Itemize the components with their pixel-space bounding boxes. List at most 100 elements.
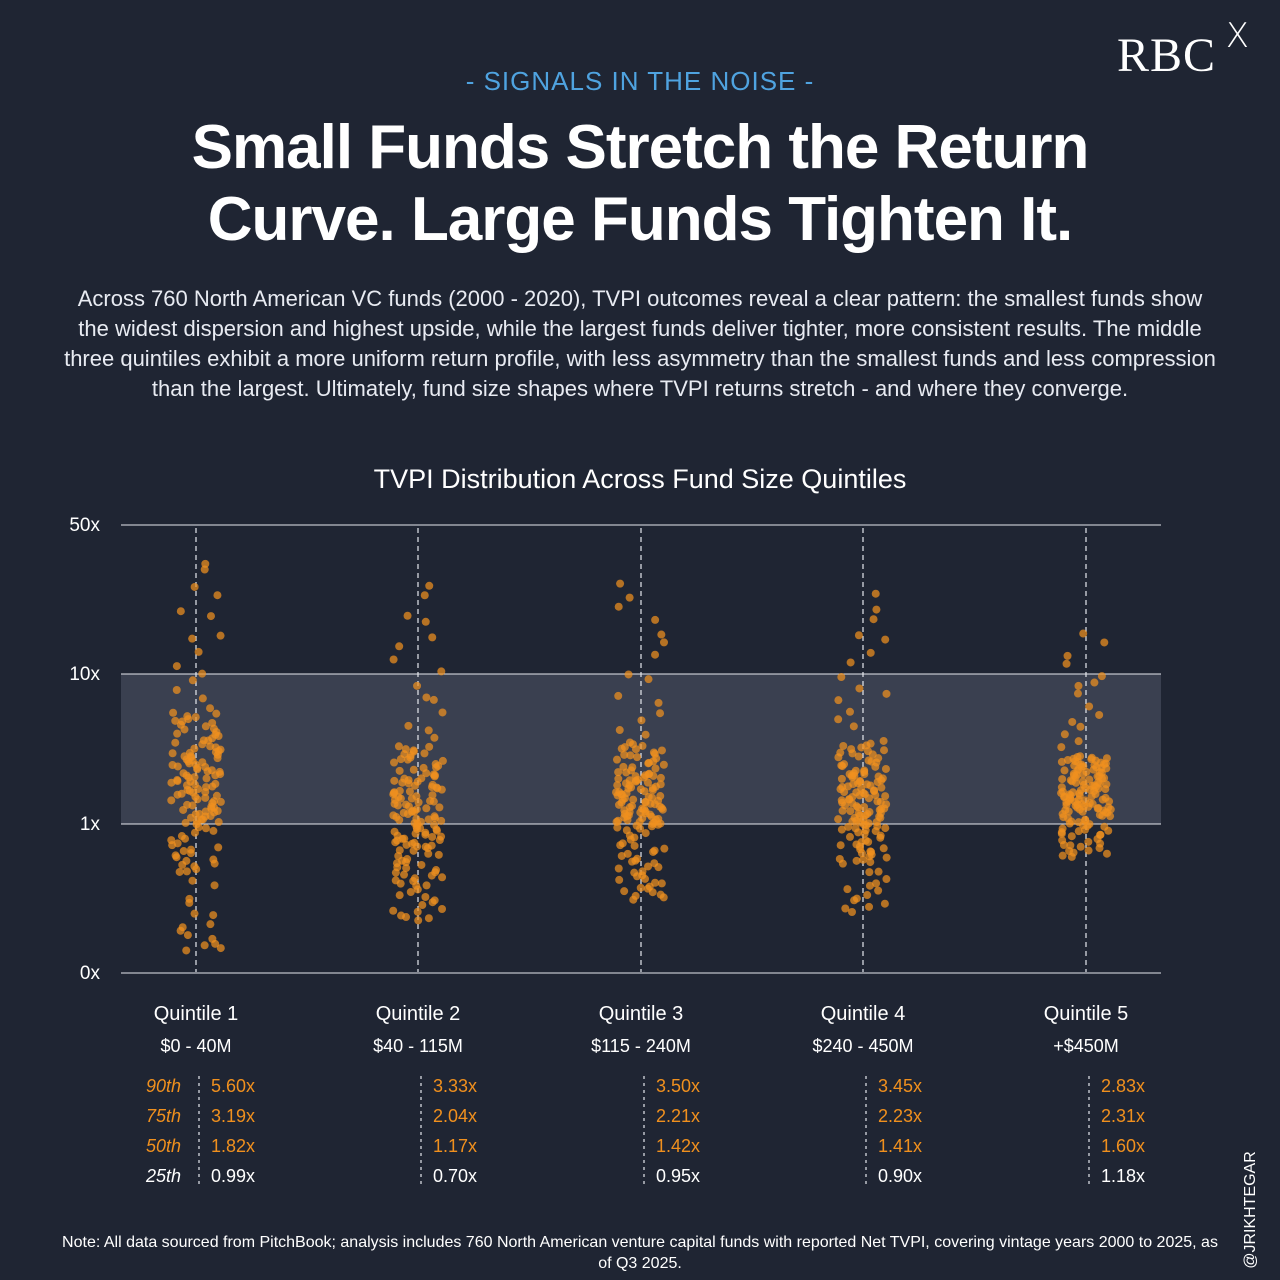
data-point-q1 [206,612,215,621]
data-point-q3 [636,785,645,794]
data-point-q2 [421,617,430,626]
data-point-q2 [424,726,433,735]
data-point-q2 [391,876,400,885]
data-point-q4 [834,696,843,705]
data-point-q5 [1058,836,1067,845]
data-point-q1 [191,713,200,722]
data-point-q5 [1102,780,1111,789]
data-point-q5 [1074,681,1083,690]
data-point-q3 [619,762,628,771]
data-point-q2 [401,800,410,809]
data-point-q5 [1060,730,1069,739]
data-point-q3 [625,593,634,602]
data-point-q3 [614,602,623,611]
data-point-q4 [836,841,845,850]
data-point-q1 [182,856,191,865]
data-point-q5 [1068,717,1077,726]
logo-text: RBC [1116,29,1216,82]
data-point-q1 [171,851,180,860]
data-point-q3 [636,883,645,892]
data-point-q2 [403,611,412,620]
data-point-q4 [869,615,878,624]
data-point-q1 [209,911,218,920]
data-point-q1 [188,676,197,685]
data-point-q4 [880,746,889,755]
data-point-q2 [420,591,429,600]
quintile-3-p25-value: 0.95x [656,1166,700,1186]
data-point-q2 [395,786,404,795]
data-point-q2 [403,855,412,864]
data-point-q5 [1081,796,1090,805]
data-point-q1 [202,783,211,792]
data-point-q4 [880,899,889,908]
title-line-1: Small Funds Stretch the Return [191,113,1090,182]
data-point-q4 [863,891,872,900]
data-point-q1 [194,647,203,656]
data-point-q1 [171,716,180,725]
data-point-q5 [1060,766,1069,775]
data-point-q2 [413,681,422,690]
data-point-q1 [175,867,184,876]
data-point-q3 [651,615,660,624]
page-title: Small Funds Stretch the Return Curve. La… [0,112,1280,256]
data-point-q3 [615,726,624,735]
quintile-2-p90-value: 3.33x [433,1076,477,1096]
data-point-q3 [620,750,629,759]
data-point-q3 [620,887,629,896]
data-point-q5 [1101,793,1110,802]
data-point-q1 [179,847,188,856]
data-point-q4 [879,844,888,853]
data-point-q4 [854,752,863,761]
data-point-q4 [835,854,844,863]
data-point-q1 [216,631,225,640]
quintile-5-name: Quintile 5 [1044,1003,1129,1025]
data-point-q2 [395,766,404,775]
data-point-q1 [195,810,204,819]
percentile-label-50th: 50th [146,1136,181,1156]
data-point-q3 [654,698,663,707]
quintile-4-p75-value: 2.23x [878,1106,922,1126]
data-point-q4 [874,867,883,876]
data-point-q2 [405,787,414,796]
data-point-q1 [173,839,182,848]
quintile-5-p50-value: 1.60x [1101,1136,1145,1156]
quintile-4-p25-value: 0.90x [878,1166,922,1186]
data-point-q5 [1079,629,1088,638]
data-point-q2 [428,780,437,789]
quintile-1-p75-value: 3.19x [211,1106,255,1126]
data-point-q2 [422,881,431,890]
data-point-q4 [851,824,860,833]
data-point-q5 [1078,777,1087,786]
data-point-q4 [843,885,852,894]
percentile-label-75th: 75th [146,1106,181,1126]
data-point-q3 [625,738,634,747]
quintile-3-p50-value: 1.42x [656,1136,700,1156]
data-point-q2 [399,808,408,817]
data-point-q2 [412,805,421,814]
data-point-q3 [641,730,650,739]
data-point-q3 [638,867,647,876]
data-point-q1 [215,767,224,776]
data-point-q3 [641,829,650,838]
data-point-q2 [400,774,409,783]
data-point-q4 [849,722,858,731]
data-point-q2 [390,776,399,785]
data-point-q4 [872,879,881,888]
data-point-q3 [633,753,642,762]
data-point-q3 [650,846,659,855]
data-point-q3 [613,781,622,790]
data-point-q2 [435,803,444,812]
quintile-5-p90-value: 2.83x [1101,1076,1145,1096]
data-point-q4 [860,803,869,812]
data-point-q2 [404,721,413,730]
quintile-4-range: $240 - 450M [812,1036,913,1056]
data-point-q5 [1063,651,1072,660]
data-point-q4 [837,774,846,783]
data-point-q4 [881,824,890,833]
data-point-q4 [836,748,845,757]
data-point-q2 [421,893,430,902]
data-point-q1 [209,826,218,835]
data-point-q2 [424,815,433,824]
data-point-q5 [1102,849,1111,858]
data-point-q2 [438,873,447,882]
